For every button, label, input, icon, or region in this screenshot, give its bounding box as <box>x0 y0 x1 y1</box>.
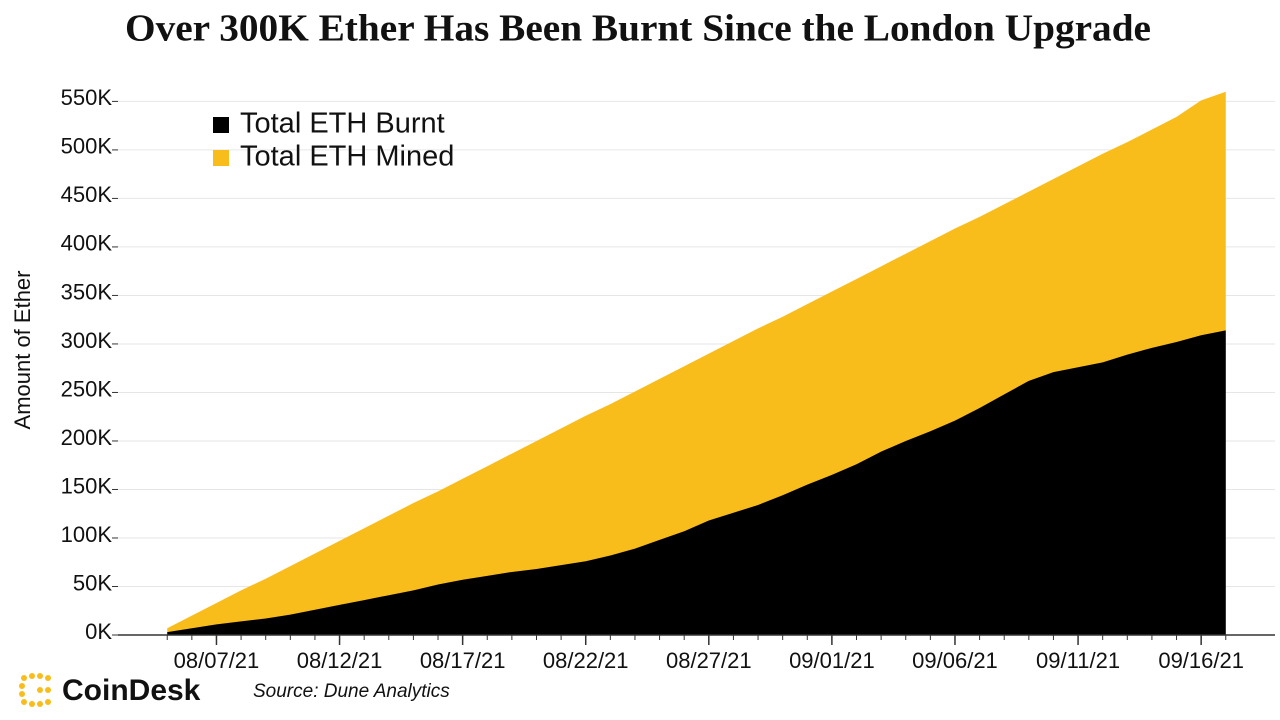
y-tick-label: 150K <box>61 473 113 498</box>
area <box>167 330 1226 635</box>
chart-title: Over 300K Ether Has Been Burnt Since the… <box>125 8 1151 50</box>
y-tick-label: 400K <box>61 231 113 256</box>
legend-swatch <box>213 150 229 166</box>
y-tick-label: 0K <box>85 619 112 644</box>
y-axis-label: Amount of Ether <box>10 271 35 430</box>
brand: CoinDesk <box>62 674 201 707</box>
y-tick-label: 450K <box>61 182 113 207</box>
legend-swatch <box>213 117 229 133</box>
x-tick-label: 09/11/21 <box>1036 648 1120 673</box>
plot: 0K 50K 100K 150K 200K 250K 300K 350K 400K 450K 500… <box>61 85 1275 673</box>
y-tick-label: 500K <box>61 134 113 159</box>
y-tick-label: 300K <box>61 328 113 353</box>
x-tick-label: 08/17/21 <box>420 648 506 673</box>
legend-label: Total ETH Burnt <box>240 108 445 140</box>
logo-mark <box>19 673 51 707</box>
x-tick-label: 08/27/21 <box>666 648 752 673</box>
y-tick-label: 200K <box>61 425 113 450</box>
x-tick-label: 09/16/21 <box>1158 648 1244 673</box>
y-tick-label: 100K <box>61 522 113 547</box>
y-tick-label: 250K <box>61 376 113 401</box>
source: Source: Dune Analytics <box>253 681 450 702</box>
legend-label: Total ETH Mined <box>240 141 454 173</box>
y-tick-label: 50K <box>73 570 112 595</box>
y-tick-label: 350K <box>61 279 113 304</box>
x-tick-label: 09/01/21 <box>789 648 875 673</box>
x-tick-label: 09/06/21 <box>912 648 998 673</box>
x-tick-label: 08/22/21 <box>543 648 629 673</box>
x-tick-label: 08/12/21 <box>297 648 383 673</box>
y-tick-label: 550K <box>61 85 113 110</box>
x-tick-label: 08/07/21 <box>174 648 260 673</box>
